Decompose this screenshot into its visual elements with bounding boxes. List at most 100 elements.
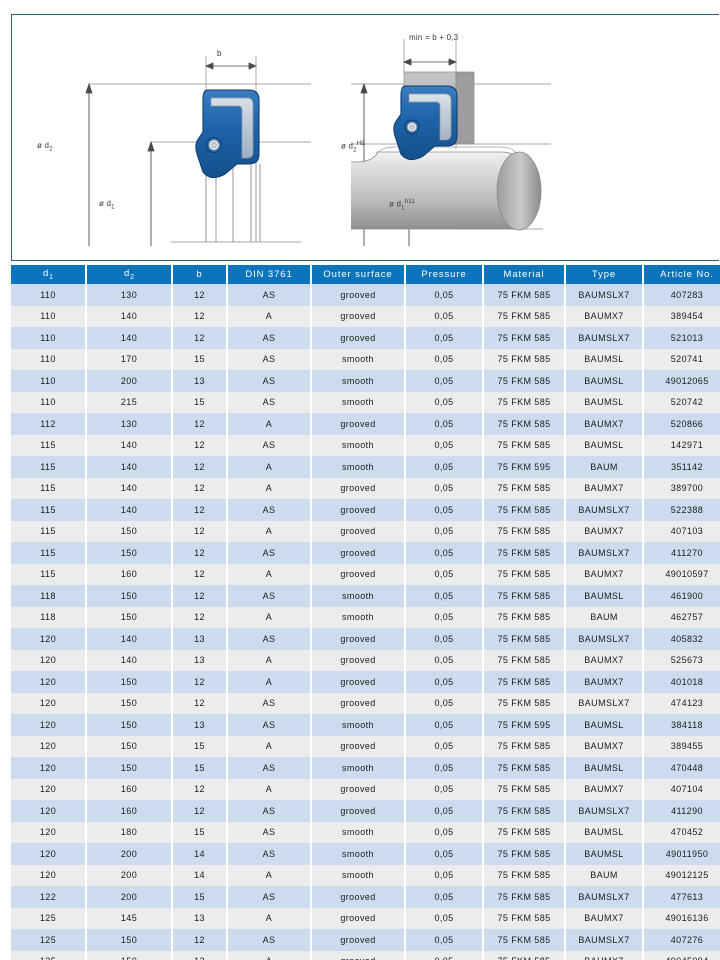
- table-row[interactable]: 110 130 12 AS grooved 0,05 75 FKM 585 BAUMSLX7 4…: [11, 284, 720, 306]
- table-row[interactable]: 110 215 15 AS smooth 0,05 75 FKM 585 BAUMSL 5207…: [11, 391, 720, 413]
- table-row[interactable]: 122 200 15 AS grooved 0,05 75 FKM 585 BAUMSLX7 4…: [11, 886, 720, 908]
- table-row[interactable]: 120 150 12 AS grooved 0,05 75 FKM 585 BAUMSLX7 4…: [11, 692, 720, 714]
- cell-pressure: 0,05: [405, 348, 484, 370]
- cell-din: AS: [227, 692, 312, 714]
- cell-d2: 150: [86, 735, 173, 757]
- table-header-row: d1 d2 b DIN 3761 Outer surface Pressure Materi…: [11, 265, 720, 284]
- cell-material: 75 FKM 585: [483, 542, 566, 564]
- column-header-subscript: 1: [49, 273, 54, 281]
- cell-article: 407104: [643, 778, 720, 800]
- cell-surface: grooved: [311, 778, 406, 800]
- table-row[interactable]: 115 150 12 AS grooved 0,05 75 FKM 585 BAUMSLX7 4…: [11, 542, 720, 564]
- column-header-label: b: [196, 269, 203, 280]
- cell-article: 461900: [643, 585, 720, 607]
- column-header-pressure[interactable]: Pressure: [405, 265, 484, 284]
- dimension-b: [204, 62, 258, 70]
- column-header-material[interactable]: Material: [483, 265, 566, 284]
- table-row[interactable]: 120 150 13 AS smooth 0,05 75 FKM 595 BAUMSL 3841…: [11, 714, 720, 736]
- cell-d1: 120: [11, 800, 87, 822]
- cell-b: 13: [172, 649, 228, 671]
- label-width-b: b: [217, 49, 222, 58]
- cell-b: 12: [172, 800, 228, 822]
- table-row[interactable]: 120 140 13 AS grooved 0,05 75 FKM 585 BAUMSLX7 4…: [11, 628, 720, 650]
- cell-article: 520866: [643, 413, 720, 435]
- cell-d1: 118: [11, 606, 87, 628]
- table-row[interactable]: 118 150 12 AS smooth 0,05 75 FKM 585 BAUMSL 4619…: [11, 585, 720, 607]
- cell-b: 13: [172, 370, 228, 392]
- table-row[interactable]: 110 200 13 AS smooth 0,05 75 FKM 585 BAUMSL 4901…: [11, 370, 720, 392]
- table-row[interactable]: 120 200 14 AS smooth 0,05 75 FKM 585 BAUMSL 4901…: [11, 843, 720, 865]
- cell-din: AS: [227, 542, 312, 564]
- cell-d2: 150: [86, 606, 173, 628]
- cell-article: 462757: [643, 606, 720, 628]
- cell-din: AS: [227, 391, 312, 413]
- cell-d2: 140: [86, 434, 173, 456]
- cell-material: 75 FKM 585: [483, 499, 566, 521]
- cell-d2: 150: [86, 520, 173, 542]
- cell-pressure: 0,05: [405, 585, 484, 607]
- cell-article: 142971: [643, 434, 720, 456]
- cell-surface: smooth: [311, 370, 406, 392]
- cell-material: 75 FKM 585: [483, 757, 566, 779]
- table-row[interactable]: 120 150 15 AS smooth 0,05 75 FKM 585 BAUMSL 4704…: [11, 757, 720, 779]
- column-header-article[interactable]: Article No.: [643, 265, 720, 284]
- table-row[interactable]: 120 160 12 AS grooved 0,05 75 FKM 585 BAUMSLX7 4…: [11, 800, 720, 822]
- cell-article: 525673: [643, 649, 720, 671]
- column-header-d2[interactable]: d2: [86, 265, 173, 284]
- table-row[interactable]: 110 170 15 AS smooth 0,05 75 FKM 585 BAUMSL 5207…: [11, 348, 720, 370]
- cell-article: 520741: [643, 348, 720, 370]
- cell-din: AS: [227, 327, 312, 349]
- table-row[interactable]: 115 140 12 AS grooved 0,05 75 FKM 585 BAUMSLX7 5…: [11, 499, 720, 521]
- dimension-d1: [147, 140, 155, 246]
- cell-article: 411290: [643, 800, 720, 822]
- cell-d2: 130: [86, 284, 173, 306]
- cell-d1: 120: [11, 671, 87, 693]
- cell-d2: 160: [86, 778, 173, 800]
- cell-surface: grooved: [311, 413, 406, 435]
- column-header-type[interactable]: Type: [565, 265, 644, 284]
- cell-material: 75 FKM 585: [483, 305, 566, 327]
- cell-material: 75 FKM 585: [483, 606, 566, 628]
- column-header-b[interactable]: b: [172, 265, 228, 284]
- table-row[interactable]: 110 140 12 AS grooved 0,05 75 FKM 585 BAUMSLX7 5…: [11, 327, 720, 349]
- cell-article: 520742: [643, 391, 720, 413]
- cell-material: 75 FKM 585: [483, 370, 566, 392]
- cell-type: BAUMSLX7: [565, 886, 644, 908]
- column-header-din[interactable]: DIN 3761: [227, 265, 312, 284]
- cell-b: 12: [172, 284, 228, 306]
- cell-pressure: 0,05: [405, 520, 484, 542]
- cell-article: 49010597: [643, 563, 720, 585]
- dimension-d2: [85, 82, 93, 246]
- cell-b: 12: [172, 456, 228, 478]
- table-row[interactable]: 120 180 15 AS smooth 0,05 75 FKM 585 BAUMSL 4704…: [11, 821, 720, 843]
- cell-material: 75 FKM 585: [483, 692, 566, 714]
- cell-pressure: 0,05: [405, 735, 484, 757]
- cell-d2: 140: [86, 327, 173, 349]
- table-row[interactable]: 125 150 12 AS grooved 0,05 75 FKM 585 BAUMSLX7 4…: [11, 929, 720, 951]
- cell-type: BAUMSL: [565, 370, 644, 392]
- cell-b: 12: [172, 305, 228, 327]
- cell-d1: 118: [11, 585, 87, 607]
- cell-material: 75 FKM 585: [483, 434, 566, 456]
- cell-din: AS: [227, 821, 312, 843]
- table-row[interactable]: 115 140 12 AS smooth 0,05 75 FKM 585 BAUMSL 1429…: [11, 434, 720, 456]
- column-header-d1[interactable]: d1: [11, 265, 87, 284]
- cell-type: BAUMSLX7: [565, 692, 644, 714]
- column-header-surface[interactable]: Outer surface: [311, 265, 406, 284]
- cell-type: BAUMSL: [565, 391, 644, 413]
